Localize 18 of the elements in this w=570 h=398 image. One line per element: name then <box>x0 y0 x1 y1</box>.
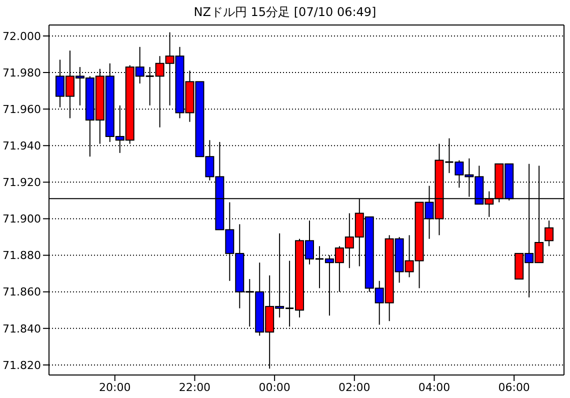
y-tick-label: 71.940 <box>2 140 41 153</box>
x-tick-label: 00:00 <box>258 380 290 394</box>
y-tick-label: 71.900 <box>2 212 41 226</box>
y-tick-label: 71.920 <box>2 176 41 190</box>
x-tick-label: 02:00 <box>338 380 370 394</box>
candlestick <box>544 220 554 247</box>
x-tick-label: 20:00 <box>99 380 131 394</box>
x-tick-label: 22:00 <box>178 380 211 394</box>
chart-title: NZドル円 15分足 [07/10 06:49] <box>192 4 378 21</box>
y-tick-label: 71.820 <box>2 358 41 372</box>
y-tick-label: 71.880 <box>2 249 41 262</box>
y-tick-label: 72.000 <box>2 30 41 43</box>
y-tick-label: 71.840 <box>2 322 41 336</box>
y-tick-label: 71.980 <box>2 66 41 80</box>
x-tick-label: 04:00 <box>418 380 450 394</box>
y-tick-label: 71.960 <box>2 102 41 116</box>
y-tick-label: 71.860 <box>2 286 41 299</box>
x-tick-label: 06:00 <box>498 380 530 394</box>
